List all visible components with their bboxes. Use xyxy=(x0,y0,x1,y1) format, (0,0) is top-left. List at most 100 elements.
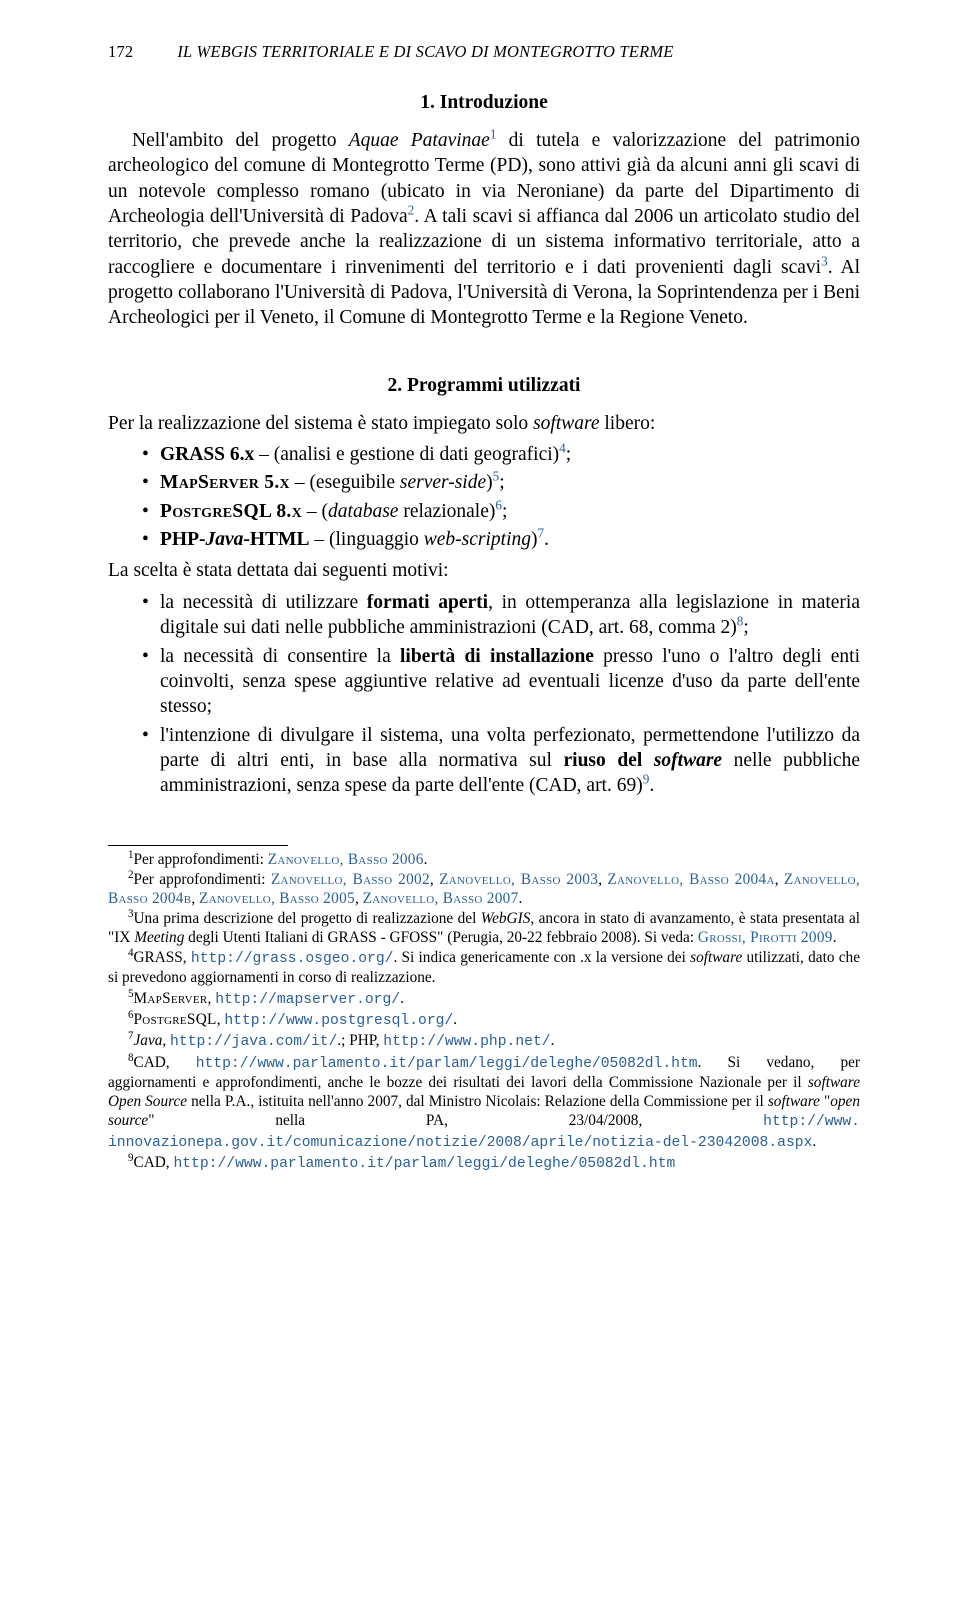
text: relazionale) xyxy=(398,501,495,522)
url-link[interactable]: http://www.parlamento.it/parlam/leggi/de… xyxy=(196,1056,698,1072)
url-link[interactable]: http://grass.osgeo.org/ xyxy=(191,951,394,967)
footnote-4: 4GRASS, http://grass.osgeo.org/. Si indi… xyxy=(108,948,860,987)
citation-link[interactable]: Zanovello, Basso 2002 xyxy=(271,871,430,888)
citation-link[interactable]: Grossi, Pirotti 2009 xyxy=(698,929,833,946)
text-bold: PHP- xyxy=(160,529,205,550)
text: Per approfondimenti: xyxy=(134,851,268,868)
text: . Si indica genericamente con .x la vers… xyxy=(393,949,690,966)
footnote-6: 6PostgreSQL, http://www.postgresql.org/. xyxy=(108,1010,860,1030)
list-item: MapServer 5.x – (eseguibile server-side)… xyxy=(142,470,860,495)
text: GRASS, xyxy=(134,949,191,966)
text: ; xyxy=(566,444,571,465)
citation-link[interactable]: Zanovello, Basso 2007 xyxy=(363,890,519,907)
section-1-paragraph: Nell'ambito del progetto Aquae Patavinae… xyxy=(108,128,860,331)
text-bold-italic: Java xyxy=(205,529,243,550)
text: . xyxy=(400,990,404,1007)
text: Una prima descrizione del progetto di re… xyxy=(134,910,481,927)
text: la necessità di utilizzare xyxy=(160,592,367,613)
text: nella P.A., istituita nell'anno 2007, da… xyxy=(187,1093,768,1110)
text-smallcaps: PostgreSQL xyxy=(134,1011,217,1028)
citation-link[interactable]: Zanovello, Basso 2004a xyxy=(607,871,774,888)
text: degli Utenti Italiani di GRASS - GFOSS" … xyxy=(184,929,698,946)
text: . xyxy=(424,851,428,868)
url-link[interactable]: http://www.php.net/ xyxy=(383,1034,550,1050)
footnote-ref-4[interactable]: 4 xyxy=(559,441,566,456)
footnote-2: 2Per approfondimenti: Zanovello, Basso 2… xyxy=(108,870,860,908)
text-smallcaps: MapServer xyxy=(134,990,208,1007)
footnote-rule xyxy=(108,845,288,846)
url-link[interactable]: http://www.postgresql.org/ xyxy=(224,1013,453,1029)
list-item: PHP-Java-HTML – (linguaggio web-scriptin… xyxy=(142,527,860,552)
footnote-8: 8CAD, http://www.parlamento.it/parlam/le… xyxy=(108,1053,860,1152)
text: la necessità di consentire la xyxy=(160,646,400,667)
text-italic: software xyxy=(533,413,599,434)
text: – ( xyxy=(302,501,328,522)
text-bold: GRASS 6.x xyxy=(160,444,254,465)
footnote-7: 7Java, http://java.com/it/.; PHP, http:/… xyxy=(108,1031,860,1051)
text: , xyxy=(355,890,363,907)
text: , xyxy=(430,871,439,888)
list-item: la necessità di consentire la libertà di… xyxy=(142,644,860,720)
footnotes: 1Per approfondimenti: Zanovello, Basso 2… xyxy=(108,850,860,1174)
text-italic: WebGIS xyxy=(481,910,531,927)
text-bold: riuso del xyxy=(564,750,654,771)
text-italic: Java xyxy=(134,1032,163,1049)
text: – (analisi e gestione di dati geografici… xyxy=(254,444,559,465)
page-number: 172 xyxy=(108,42,133,62)
text: . xyxy=(519,890,523,907)
url-link[interactable]: http://www. xyxy=(763,1114,860,1130)
text: Per approfondimenti: xyxy=(134,871,271,888)
text-bold: MapServer 5.x xyxy=(160,472,290,493)
text-bold: PostgreSQL 8.x xyxy=(160,501,302,522)
text: " xyxy=(820,1093,830,1110)
text: – (linguaggio xyxy=(309,529,423,550)
footnote-ref-6[interactable]: 6 xyxy=(495,497,502,512)
text-bold: -HTML xyxy=(243,529,309,550)
footnote-ref-3[interactable]: 3 xyxy=(821,253,828,268)
list-item: PostgreSQL 8.x – (database relazionale)6… xyxy=(142,499,860,524)
software-list: GRASS 6.x – (analisi e gestione di dati … xyxy=(108,442,860,552)
text: ; xyxy=(502,501,507,522)
text-italic: database xyxy=(328,501,398,522)
section-2-title: 2. Programmi utilizzati xyxy=(108,375,860,397)
text: .; PHP, xyxy=(337,1032,383,1049)
citation-link[interactable]: Zanovello, Basso 2006 xyxy=(268,851,424,868)
text: – (eseguibile xyxy=(290,472,400,493)
motivations-intro: La scelta è stata dettata dai seguenti m… xyxy=(108,558,860,583)
list-item: la necessità di utilizzare formati apert… xyxy=(142,590,860,641)
section-1-title: 1. Introduzione xyxy=(108,92,860,114)
text: , xyxy=(162,1032,170,1049)
citation-link[interactable]: Zanovello, Basso 2003 xyxy=(439,871,598,888)
text-bold: formati aperti xyxy=(367,592,488,613)
text: , xyxy=(775,871,784,888)
url-link[interactable]: http://mapserver.org/ xyxy=(215,992,400,1008)
url-link[interactable]: http://java.com/it/ xyxy=(170,1034,337,1050)
footnote-3: 3Una prima descrizione del progetto di r… xyxy=(108,909,860,947)
text-italic: Aquae Patavinae xyxy=(349,130,490,151)
text: , xyxy=(191,890,199,907)
list-item: GRASS 6.x – (analisi e gestione di dati … xyxy=(142,442,860,467)
footnote-1: 1Per approfondimenti: Zanovello, Basso 2… xyxy=(108,850,860,869)
url-link[interactable]: http://www.parlamento.it/parlam/leggi/de… xyxy=(173,1156,675,1172)
text: CAD, xyxy=(134,1154,174,1171)
text: libero: xyxy=(600,413,656,434)
text: ; xyxy=(743,617,748,638)
text-italic: software xyxy=(690,949,742,966)
text: . xyxy=(649,775,654,796)
text: ; xyxy=(499,472,504,493)
text: . xyxy=(544,529,549,550)
running-title: IL WEBGIS TERRITORIALE E DI SCAVO DI MON… xyxy=(177,42,673,62)
text: . xyxy=(551,1032,555,1049)
footnote-5: 5MapServer, http://mapserver.org/. xyxy=(108,989,860,1009)
text-italic: software xyxy=(768,1093,820,1110)
citation-link[interactable]: Zanovello, Basso 2005 xyxy=(199,890,355,907)
text: CAD, xyxy=(134,1054,196,1071)
text: . xyxy=(833,929,837,946)
url-link[interactable]: innovazionepa.gov.it/comunicazione/notiz… xyxy=(108,1135,812,1151)
text: . xyxy=(812,1133,816,1150)
text: . xyxy=(453,1011,457,1028)
list-item: l'intenzione di divulgare il sistema, un… xyxy=(142,723,860,799)
text: " nella PA, 23/04/2008, xyxy=(148,1112,763,1129)
text-italic: Meeting xyxy=(134,929,184,946)
text: Per la realizzazione del sistema è stato… xyxy=(108,413,533,434)
